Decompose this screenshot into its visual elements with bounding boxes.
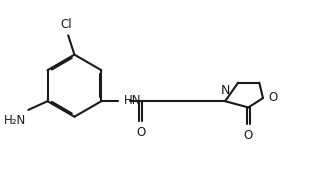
Text: N: N — [221, 84, 230, 97]
Text: O: O — [268, 91, 277, 104]
Text: O: O — [244, 129, 253, 142]
Text: H₂N: H₂N — [4, 114, 26, 127]
Text: HN: HN — [124, 94, 141, 107]
Text: O: O — [136, 126, 145, 139]
Text: Cl: Cl — [60, 18, 72, 31]
